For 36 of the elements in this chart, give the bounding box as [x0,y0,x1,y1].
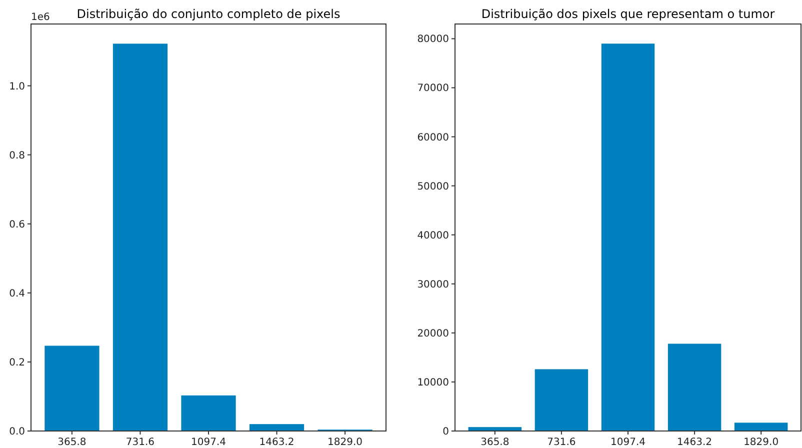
x-tick-label: 731.6 [547,437,576,448]
y-tick-label: 1.0 [9,81,25,92]
x-tick-label: 1463.2 [259,437,294,448]
bar [44,346,100,431]
y-tick-label: 0.6 [9,219,25,230]
y-tick-label: 30000 [417,279,449,290]
y-tick-label: 50000 [417,181,449,192]
y-tick-label: 20000 [417,328,449,340]
bar [534,369,588,431]
y-tick-label: 70000 [417,83,449,94]
x-tick-label: 365.8 [58,437,86,448]
y-tick-label: 10000 [417,377,449,388]
bar [734,422,788,431]
x-tick-label: 1097.4 [191,437,226,448]
y-tick-label: 0.4 [9,288,25,300]
x-tick-label: 1463.2 [677,437,712,448]
y-tick-label: 0 [442,426,449,438]
y-tick-label: 0.8 [9,150,25,162]
bar [249,424,304,431]
y-tick-label: 40000 [417,230,449,242]
bar [112,44,168,431]
y-tick-label: 0.2 [9,357,25,368]
bar [181,395,236,431]
y-tick-label: 60000 [417,132,449,144]
x-tick-label: 1097.4 [610,437,646,448]
x-tick-label: 365.8 [480,437,510,448]
x-tick-label: 1829.0 [328,437,363,448]
chart-title: Distribuição dos pixels que representam o tumor [481,7,775,21]
x-tick-label: 1829.0 [744,437,779,448]
y-tick-label: 0.0 [9,426,25,438]
text: 1e6 [31,12,50,23]
bar [601,44,655,431]
x-tick-label: 731.6 [126,437,155,448]
chart-title: Distribuição do conjunto completo de pixels [76,7,340,21]
bar [668,344,722,431]
y-tick-label: 80000 [417,34,449,46]
